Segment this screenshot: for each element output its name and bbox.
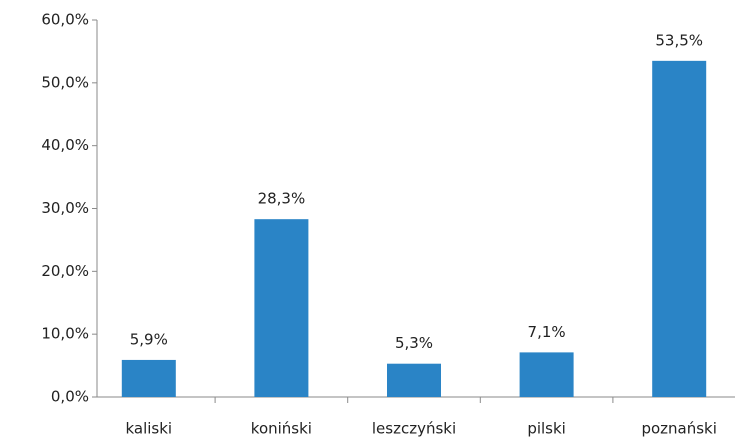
x-tick-label: pilski bbox=[527, 420, 566, 438]
bar bbox=[387, 363, 441, 397]
y-tick-label: 40,0% bbox=[41, 136, 89, 154]
x-tick-label: koniński bbox=[251, 420, 312, 438]
bar bbox=[121, 359, 176, 397]
data-label: 53,5% bbox=[655, 31, 703, 49]
data-label: 28,3% bbox=[258, 190, 306, 208]
y-tick-label: 30,0% bbox=[41, 199, 89, 217]
data-label: 7,1% bbox=[528, 323, 566, 341]
x-tick-label: kaliski bbox=[125, 420, 172, 438]
y-tick-label: 10,0% bbox=[41, 325, 89, 343]
y-tick-label: 50,0% bbox=[41, 73, 89, 91]
data-label: 5,3% bbox=[395, 334, 433, 352]
x-tick-label: leszczyński bbox=[372, 420, 456, 438]
bar bbox=[254, 219, 309, 397]
x-tick-label: poznański bbox=[641, 420, 716, 438]
bar bbox=[652, 60, 707, 397]
bar bbox=[519, 352, 574, 397]
y-tick-label: 60,0% bbox=[41, 11, 89, 29]
y-tick-label: 20,0% bbox=[41, 262, 89, 280]
y-tick-label: 0,0% bbox=[51, 388, 89, 406]
data-label: 5,9% bbox=[130, 330, 168, 348]
